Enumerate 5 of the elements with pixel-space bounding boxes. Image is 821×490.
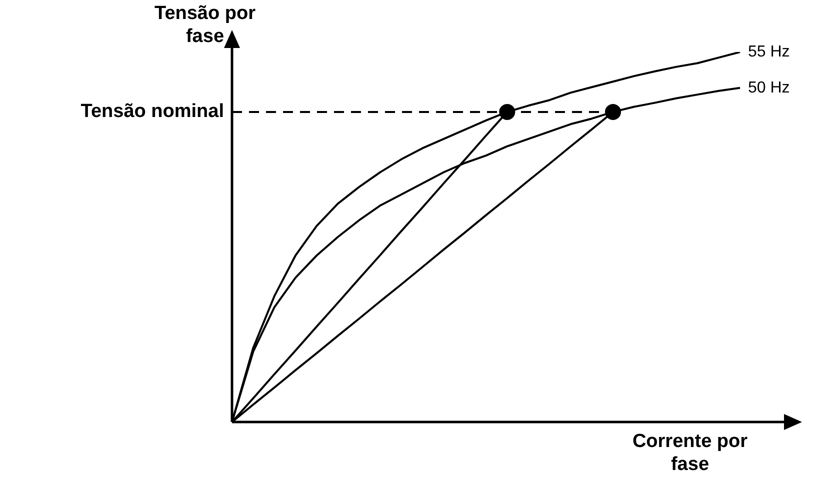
- series-label: Tensão nominal: [80, 101, 224, 122]
- y-axis-title: Tensão por fase: [154, 2, 256, 48]
- series-label: 50 Hz: [748, 79, 790, 96]
- x-axis-title: Corrente por fase: [631, 430, 749, 476]
- series-label: 55 Hz: [748, 43, 790, 60]
